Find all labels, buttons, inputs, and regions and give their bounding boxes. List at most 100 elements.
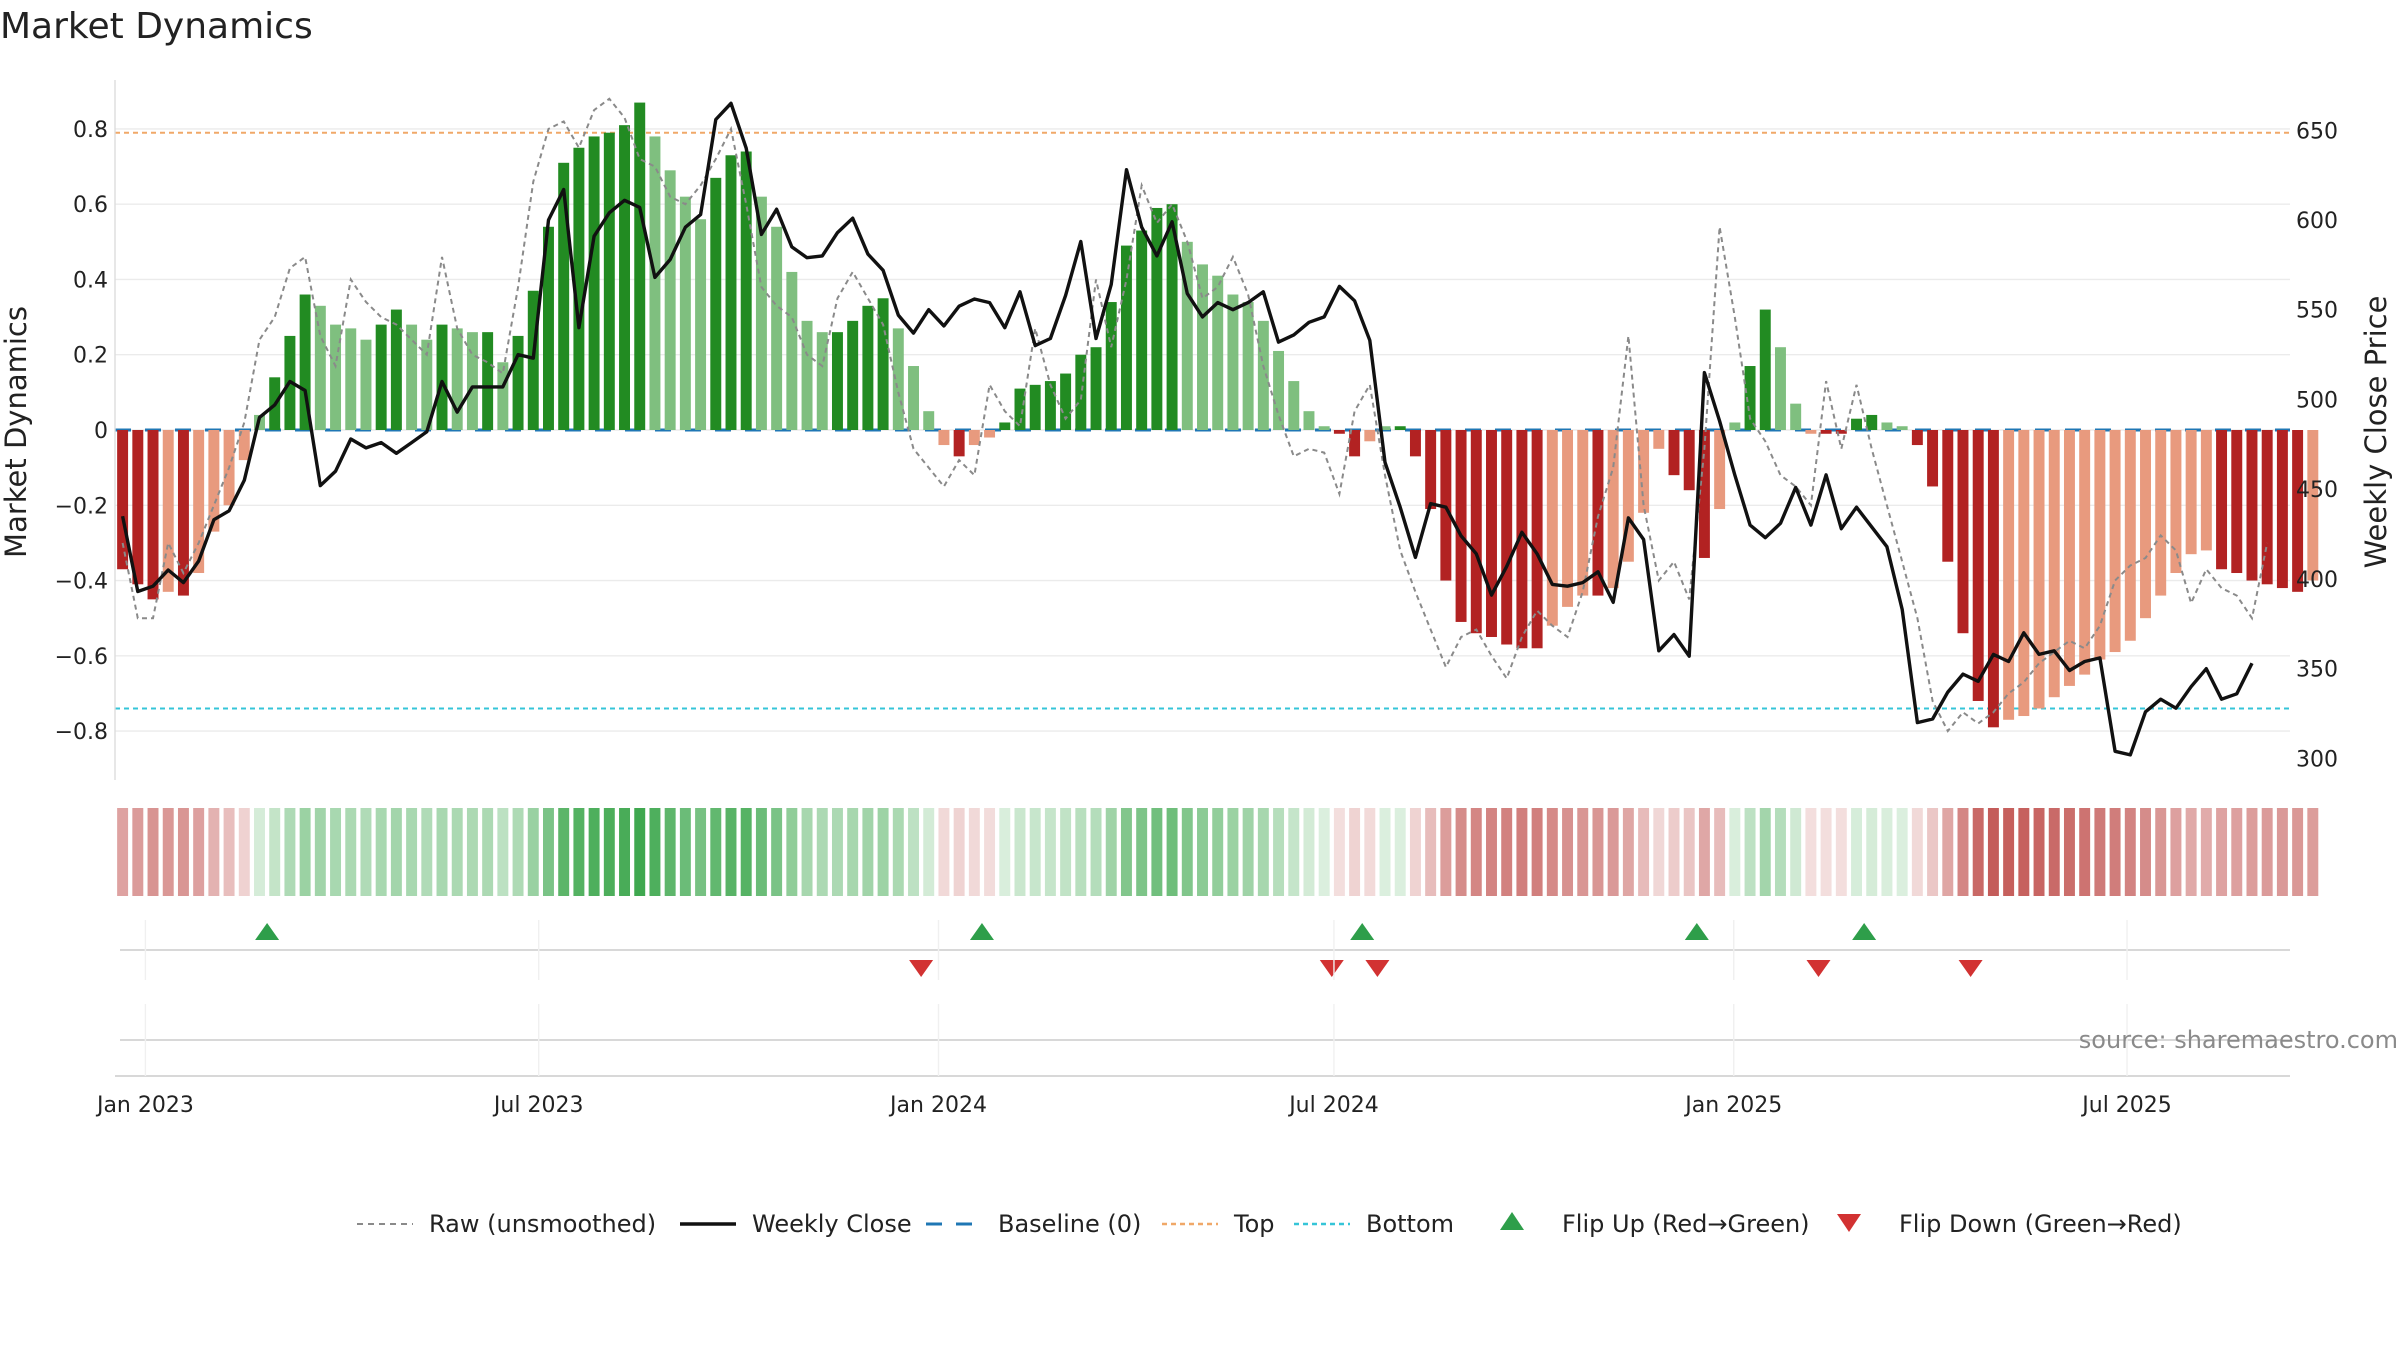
dynamics-bar	[573, 147, 585, 430]
dynamics-bar	[1273, 350, 1285, 430]
heat-cell	[162, 808, 174, 896]
right-axis-label: Weekly Close Price	[2359, 296, 2393, 569]
dynamics-bar	[2200, 430, 2212, 551]
dynamics-bar	[2124, 430, 2136, 641]
left-tick-label: 0	[94, 419, 108, 444]
heat-cell	[1242, 808, 1254, 896]
left-tick-label: −0.6	[55, 645, 108, 670]
heat-cell	[2231, 808, 2243, 896]
heat-cell	[2155, 808, 2167, 896]
dynamics-bar	[1090, 347, 1102, 430]
dynamics-bar	[1774, 347, 1786, 430]
heat-cell	[649, 808, 661, 896]
heat-cell	[1896, 808, 1908, 896]
heat-cell	[1257, 808, 1269, 896]
flip-down-marker	[1806, 960, 1831, 977]
dynamics-bar	[451, 328, 463, 430]
heat-cell	[1303, 808, 1315, 896]
dynamics-bar	[1653, 430, 1665, 449]
heat-cell	[1820, 808, 1832, 896]
heat-cell	[1333, 808, 1345, 896]
dynamics-bar	[2185, 430, 2197, 555]
dynamics-bar	[1744, 366, 1756, 430]
heat-cell	[771, 808, 783, 896]
dynamics-bar	[1942, 430, 1954, 562]
dynamics-bar	[953, 430, 965, 457]
heat-cell	[1075, 808, 1087, 896]
dynamics-bar	[147, 430, 159, 600]
dynamics-bar	[1333, 430, 1345, 434]
heat-cell	[1607, 808, 1619, 896]
heat-cell	[330, 808, 342, 896]
dynamics-bar	[2018, 430, 2030, 717]
dynamics-bar	[1212, 275, 1224, 430]
dynamics-bar	[1486, 430, 1497, 637]
right-tick-label: 550	[2296, 299, 2338, 324]
left-tick-label: −0.4	[55, 570, 108, 595]
heat-cell	[497, 808, 509, 896]
heat-cell	[1120, 808, 1132, 896]
heat-cell	[2124, 808, 2136, 896]
heat-cell	[1866, 808, 1878, 896]
heat-cell	[1501, 808, 1513, 896]
dynamics-bar	[1851, 418, 1862, 430]
heat-cell	[619, 808, 631, 896]
heat-cell	[1227, 808, 1239, 896]
heat-cell	[1090, 808, 1102, 896]
dynamics-bar	[1714, 430, 1726, 510]
left-tick-label: 0.8	[73, 118, 108, 143]
heat-cell	[1851, 808, 1862, 896]
heat-cell	[923, 808, 935, 896]
heat-cell	[284, 808, 296, 896]
dynamics-bar	[649, 136, 661, 431]
heat-cell	[132, 808, 144, 896]
right-tick-label: 600	[2296, 209, 2338, 234]
dynamics-bar	[908, 366, 919, 430]
heat-cell	[1698, 808, 1710, 896]
heat-cell	[2033, 808, 2045, 896]
x-tick-label: Jul 2025	[2080, 1093, 2172, 1118]
dynamics-bar	[801, 320, 813, 430]
dynamics-bar	[1409, 430, 1421, 457]
dynamics-bar	[330, 324, 342, 430]
heat-cell	[193, 808, 205, 896]
heat-cell	[634, 808, 646, 896]
right-tick-label: 400	[2296, 568, 2338, 593]
dynamics-bar	[208, 430, 220, 532]
heat-cell	[254, 808, 265, 896]
heat-cell	[2109, 808, 2121, 896]
heat-cell	[375, 808, 387, 896]
heat-cell	[1151, 808, 1163, 896]
heat-cell	[1273, 808, 1285, 896]
legend: Raw (unsmoothed) Weekly Close Baseline (0)…	[357, 1210, 2182, 1238]
heat-cell	[1318, 808, 1330, 896]
heat-cell	[147, 808, 159, 896]
dynamics-bar	[1044, 381, 1056, 430]
dynamics-bar	[2048, 430, 2060, 698]
dynamics-bar	[1577, 430, 1589, 596]
dynamics-bar	[543, 226, 554, 430]
dynamics-bar	[786, 271, 798, 430]
heat-cell	[695, 808, 707, 896]
heat-cell	[2018, 808, 2030, 896]
heat-cell	[2170, 808, 2182, 896]
heat-cell	[1714, 808, 1726, 896]
dynamics-bar	[360, 339, 372, 430]
heat-cell	[1060, 808, 1072, 896]
flip-markers	[120, 923, 2290, 977]
dynamics-bar	[1318, 426, 1330, 430]
dynamics-bar	[847, 320, 859, 430]
x-tick-label: Jul 2023	[492, 1093, 584, 1118]
dynamics-bar	[2246, 430, 2258, 581]
heat-cell	[968, 808, 980, 896]
dynamics-bar	[482, 332, 494, 430]
heat-cell	[1516, 808, 1528, 896]
dynamics-bar	[771, 226, 783, 430]
heat-cell	[1987, 808, 1999, 896]
heat-cell	[2292, 808, 2304, 896]
flip-up-marker	[255, 923, 280, 940]
dynamics-bar	[1683, 430, 1695, 491]
dynamics-bar	[1120, 245, 1132, 430]
heat-cell	[2048, 808, 2060, 896]
x-tick-label: Jul 2024	[1287, 1093, 1379, 1118]
